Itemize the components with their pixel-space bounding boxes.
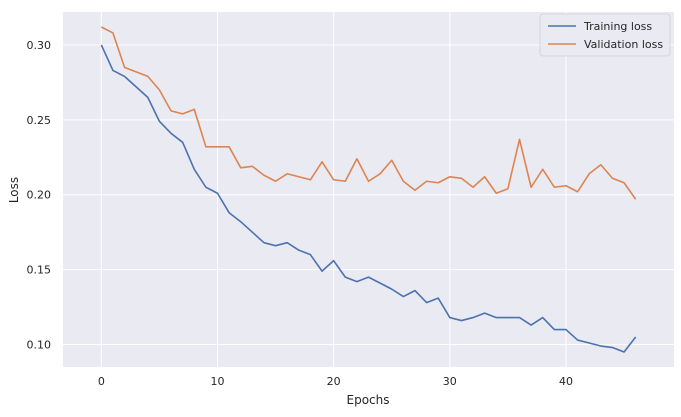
y-axis-ticks: 0.10 0.15 0.20 0.25 0.30: [27, 39, 52, 352]
plot-background: [63, 12, 674, 367]
x-tick-label: 0: [98, 375, 105, 388]
validation-loss-line: [100, 26, 637, 200]
y-tick-label: 0.25: [27, 114, 52, 127]
legend: Training loss Validation loss: [539, 13, 671, 57]
y-axis-label: Loss: [7, 177, 21, 203]
legend-box: [539, 13, 671, 57]
legend-label-training: Training loss: [583, 20, 652, 33]
x-axis-label: Epochs: [347, 393, 390, 407]
series-lines: [100, 26, 637, 353]
y-tick-label: 0.30: [27, 39, 52, 52]
x-tick-label: 40: [559, 375, 573, 388]
x-tick-label: 20: [327, 375, 341, 388]
y-tick-label: 0.15: [27, 264, 52, 277]
x-axis-ticks: 0 10 20 30 40: [98, 375, 573, 388]
training-loss-line: [100, 44, 637, 353]
x-tick-label: 30: [443, 375, 457, 388]
y-tick-label: 0.20: [27, 189, 52, 202]
legend-label-validation: Validation loss: [584, 38, 663, 51]
y-tick-label: 0.10: [27, 339, 52, 352]
x-tick-label: 10: [210, 375, 224, 388]
grid: [63, 12, 674, 367]
